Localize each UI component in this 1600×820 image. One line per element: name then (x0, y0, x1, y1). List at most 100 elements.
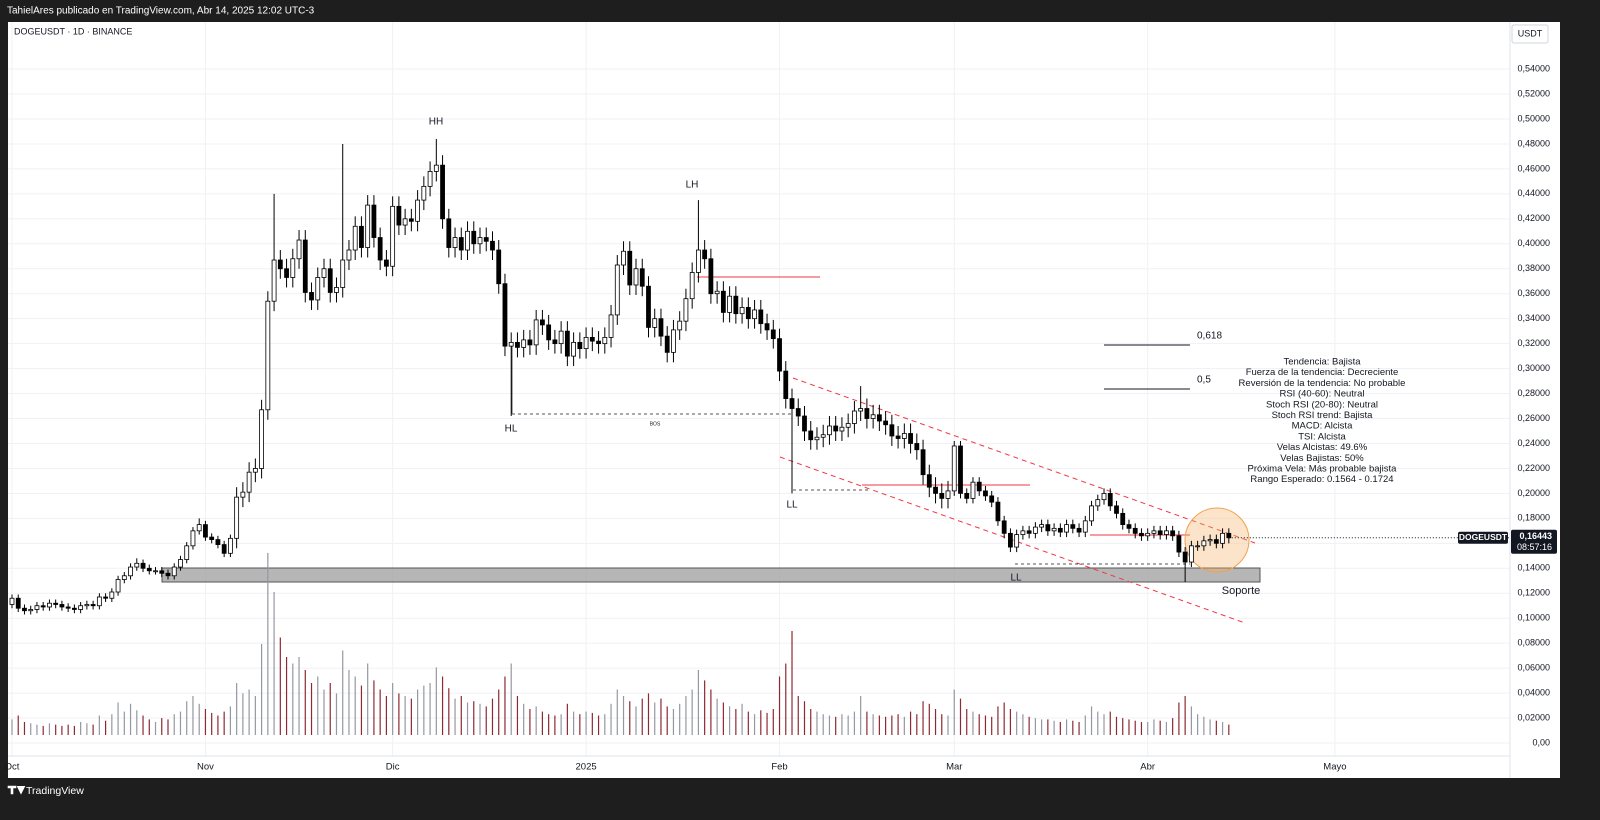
candle-body (1008, 532, 1013, 548)
candle-body (720, 290, 726, 313)
indicator-line: Velas Bajistas: 50% (1280, 453, 1364, 464)
y-tick-label: 0,26000 (1517, 413, 1550, 423)
candle-body (1151, 530, 1157, 534)
symbol-tag-text: DOGEUSDT (1459, 532, 1508, 542)
candle-body (103, 596, 108, 599)
candle-body (802, 415, 807, 432)
volume-bar (516, 696, 519, 735)
candle-body (795, 408, 801, 417)
volume-bar (1003, 702, 1005, 735)
publisher: TahielAres publicado en TradingView.com,… (7, 6, 315, 17)
volume-bar (722, 702, 724, 735)
candle-body (22, 607, 27, 612)
candle-body (153, 570, 158, 573)
volume-bar (48, 723, 51, 735)
candle-body (689, 272, 695, 300)
candle-body (889, 424, 895, 437)
volume-bar (697, 670, 700, 735)
candle-body (1057, 527, 1063, 533)
candle-body (827, 425, 832, 436)
candle-body (471, 230, 477, 245)
volume-bar (810, 709, 812, 735)
x-tick-label: 2025 (576, 762, 597, 773)
candle-body (633, 268, 639, 286)
volume-bar (479, 703, 481, 735)
volume-bar (753, 714, 756, 735)
volume-bar (878, 715, 880, 735)
volume-bar (785, 663, 787, 735)
symbol-tag (1458, 531, 1508, 544)
candle-body (203, 524, 208, 538)
indicator-line: TSI: Alcista (1298, 431, 1346, 442)
volume-bar (1053, 720, 1055, 735)
candle-body (190, 530, 196, 547)
volume-bar (1221, 722, 1224, 735)
volume-bar (236, 683, 238, 735)
candle-body (926, 474, 932, 488)
volume-bar (154, 722, 157, 735)
candle-body (564, 330, 570, 357)
y-tick-label: 0,24000 (1517, 438, 1550, 448)
volume-bar (909, 711, 912, 735)
volume-bar (984, 715, 987, 735)
volume-bar (897, 714, 899, 735)
volume-bar (1134, 720, 1136, 735)
volume-bar (610, 703, 612, 735)
candle-body (115, 579, 121, 593)
candle-body (546, 324, 552, 341)
indicator-line: MACD: Alcista (1292, 421, 1353, 432)
candle-body (496, 249, 502, 285)
y-tick-label: 0,14000 (1517, 563, 1550, 573)
candle-body (40, 605, 46, 608)
volume-bar (953, 689, 955, 735)
volume-bar (666, 706, 668, 735)
candle-body (458, 237, 464, 251)
volume-bar (710, 689, 712, 735)
volume-bar (454, 698, 456, 735)
volume-bar (1209, 719, 1211, 735)
volume-bar (616, 689, 618, 735)
volume-bar (997, 706, 999, 735)
candle-body (421, 185, 427, 201)
candle-body (646, 285, 651, 328)
volume-bar (828, 715, 831, 735)
candle-body (1195, 545, 1201, 548)
candle-body (614, 264, 620, 316)
candle-body (845, 423, 851, 428)
candle-body (196, 524, 202, 532)
volume-bar (760, 710, 762, 735)
volume-bar (279, 637, 281, 735)
volume-bar (466, 702, 469, 735)
volume-bar (1172, 718, 1174, 735)
annotation: BOS (650, 421, 661, 427)
volume-bar (1103, 714, 1105, 735)
candle-body (321, 268, 327, 278)
volume-bar (17, 715, 19, 735)
volume-bar (535, 706, 537, 735)
volume-bar (822, 714, 824, 735)
volume-bar (342, 650, 344, 735)
volume-bar (80, 722, 82, 735)
y-tick-label: 0,42000 (1517, 213, 1550, 223)
candle-body (352, 225, 358, 251)
y-tick-label: 0,52000 (1517, 88, 1550, 98)
countdown: 08:57:16 (1517, 542, 1552, 552)
candle-body (277, 259, 283, 270)
indicator-line: Reversión de la tendencia: No probable (1239, 378, 1406, 389)
volume-bar (429, 683, 431, 735)
candle-body (858, 408, 864, 412)
price-tag (1511, 529, 1557, 554)
candle-body (1101, 493, 1107, 501)
candle-body (515, 341, 520, 348)
volume-bar (223, 711, 225, 735)
candle-body (296, 239, 302, 260)
candle-body (702, 249, 708, 260)
candle-body (365, 204, 371, 248)
volume-bar (853, 711, 856, 735)
brand-logo (7, 785, 26, 795)
volume-bar (591, 712, 593, 735)
volume-bar (61, 725, 63, 735)
volume-bar (934, 709, 937, 735)
annotation: Soporte (1222, 585, 1261, 597)
